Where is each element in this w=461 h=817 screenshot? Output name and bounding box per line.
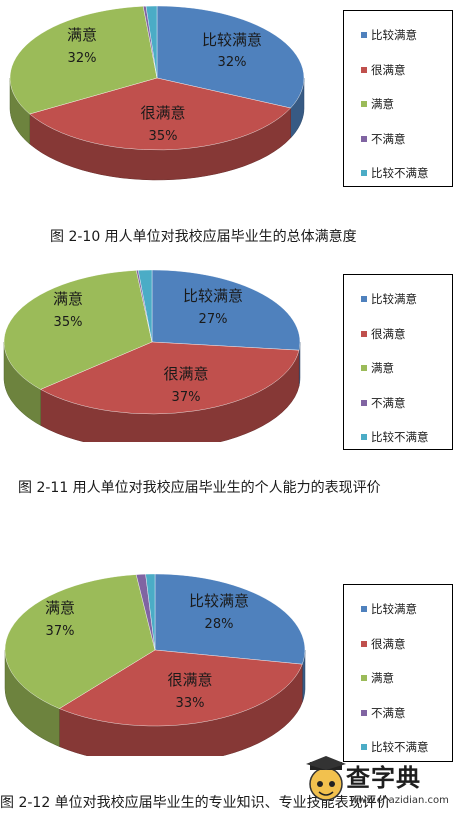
legend-item: 比较满意 — [361, 601, 417, 617]
legend-label: 比较满意 — [371, 28, 417, 42]
legend-item: 比较满意 — [361, 291, 417, 307]
legend-item: 比较满意 — [361, 27, 417, 43]
legend-label: 比较满意 — [371, 292, 417, 306]
legend-label: 满意 — [371, 361, 394, 375]
legend-item: 满意 — [361, 96, 394, 112]
legend-swatch — [361, 675, 367, 681]
chart-panel-1: 比较满意 32% 很满意 35% 满意 32% 比较满意 很满意 满意 不满意 比较不满意 图 2… — [0, 0, 461, 255]
data-label-value: 37% — [172, 390, 201, 405]
data-label-value: 28% — [205, 617, 234, 632]
pie-chart-3: 比较满意 28% 很满意 33% 满意 37% — [4, 573, 306, 756]
pie-slice-很满意 — [29, 77, 291, 151]
pie-slice-很满意 — [58, 649, 303, 727]
legend-item: 不满意 — [361, 131, 406, 147]
data-label-value: 35% — [54, 315, 83, 330]
legend-swatch — [361, 330, 367, 337]
watermark-url: www.chazidian.com — [350, 795, 449, 806]
data-label-value: 32% — [68, 51, 97, 66]
legend-label: 比较满意 — [371, 602, 417, 616]
legend-label: 很满意 — [371, 326, 406, 341]
legend-swatch — [361, 744, 367, 750]
legend-label: 不满意 — [371, 131, 406, 146]
legend-swatch — [361, 101, 367, 107]
legend-label: 比较不满意 — [371, 740, 429, 754]
legend-swatch — [361, 709, 367, 716]
pie-slice-满意 — [9, 6, 158, 115]
legend-item: 比较不满意 — [361, 429, 429, 445]
pie-slice-比较满意 — [151, 269, 301, 351]
legend-item: 满意 — [361, 670, 394, 686]
legend-label: 不满意 — [371, 395, 406, 410]
legend-item: 很满意 — [361, 636, 406, 652]
caption-2: 图 2-11 用人单位对我校应届毕业生的个人能力的表现评价 — [18, 480, 381, 496]
legend-label: 比较不满意 — [371, 166, 429, 180]
legend-item: 很满意 — [361, 326, 406, 342]
watermark-logo-icon — [306, 756, 346, 801]
data-label-name: 比较满意 — [189, 592, 249, 610]
pie-slice-比较满意 — [156, 5, 305, 109]
legend-label: 很满意 — [371, 636, 406, 651]
legend-label: 比较不满意 — [371, 430, 429, 444]
pie-chart-2: 比较满意 27% 很满意 37% 满意 35% — [3, 269, 301, 442]
caption-3: 图 2-12 单位对我校应届毕业生的专业知识、专业技能表现评价 — [0, 795, 391, 811]
legend-swatch — [361, 365, 367, 371]
legend-swatch — [361, 66, 367, 73]
chart-panel-3: 比较满意 28% 很满意 33% 满意 37% 比较满意 很满意 满意 不满意 比较不满意 图 2… — [0, 566, 461, 817]
legend-3: 比较满意很满意满意不满意比较不满意 — [343, 584, 453, 762]
pie-slice-满意 — [4, 574, 156, 709]
data-label-value: 37% — [46, 624, 75, 639]
legend-swatch — [361, 296, 367, 302]
legend-item: 不满意 — [361, 395, 406, 411]
pie-chart-1: 比较满意 32% 很满意 35% 满意 32% — [9, 5, 305, 181]
legend-swatch — [361, 135, 367, 142]
data-label-name: 满意 — [45, 599, 75, 617]
legend-swatch — [361, 606, 367, 612]
pie-slice-满意 — [3, 270, 153, 390]
pie-slice-比较满意 — [154, 573, 306, 665]
legend-label: 满意 — [371, 671, 394, 685]
legend-item: 不满意 — [361, 705, 406, 721]
data-label-name: 很满意 — [167, 671, 212, 689]
legend-swatch — [361, 170, 367, 176]
data-label-name: 比较满意 — [183, 287, 243, 305]
data-label-name: 满意 — [67, 26, 97, 44]
legend-item: 很满意 — [361, 62, 406, 78]
legend-item: 比较不满意 — [361, 165, 429, 181]
legend-item: 满意 — [361, 360, 394, 376]
chart-panel-2: 比较满意 27% 很满意 37% 满意 35% 比较满意 很满意 满意 不满意 比较不满意 图 2… — [0, 262, 461, 512]
data-label-value: 33% — [176, 696, 205, 711]
legend-swatch — [361, 32, 367, 38]
legend-label: 满意 — [371, 97, 394, 111]
legend-swatch — [361, 399, 367, 406]
data-label-value: 27% — [199, 312, 228, 327]
legend-item: 比较不满意 — [361, 739, 429, 755]
legend-1: 比较满意很满意满意不满意比较不满意 — [343, 10, 453, 187]
data-label-name: 比较满意 — [202, 31, 262, 49]
data-label-value: 35% — [149, 129, 178, 144]
legend-swatch — [361, 640, 367, 647]
caption-1: 图 2-10 用人单位对我校应届毕业生的总体满意度 — [50, 229, 357, 245]
data-label-value: 32% — [218, 55, 247, 70]
pie-slice-比较不满意 — [145, 573, 156, 651]
legend-swatch — [361, 434, 367, 440]
legend-label: 不满意 — [371, 705, 406, 720]
watermark-logo-text: 查字典 — [346, 764, 421, 792]
pie-slice-比较不满意 — [145, 5, 158, 79]
pie-slice-比较不满意 — [137, 269, 153, 343]
pie-slice-很满意 — [40, 341, 300, 415]
data-label-name: 满意 — [53, 290, 83, 308]
legend-2: 比较满意很满意满意不满意比较不满意 — [343, 274, 453, 450]
data-label-name: 很满意 — [140, 104, 185, 122]
data-label-name: 很满意 — [163, 365, 208, 383]
legend-label: 很满意 — [371, 62, 406, 77]
